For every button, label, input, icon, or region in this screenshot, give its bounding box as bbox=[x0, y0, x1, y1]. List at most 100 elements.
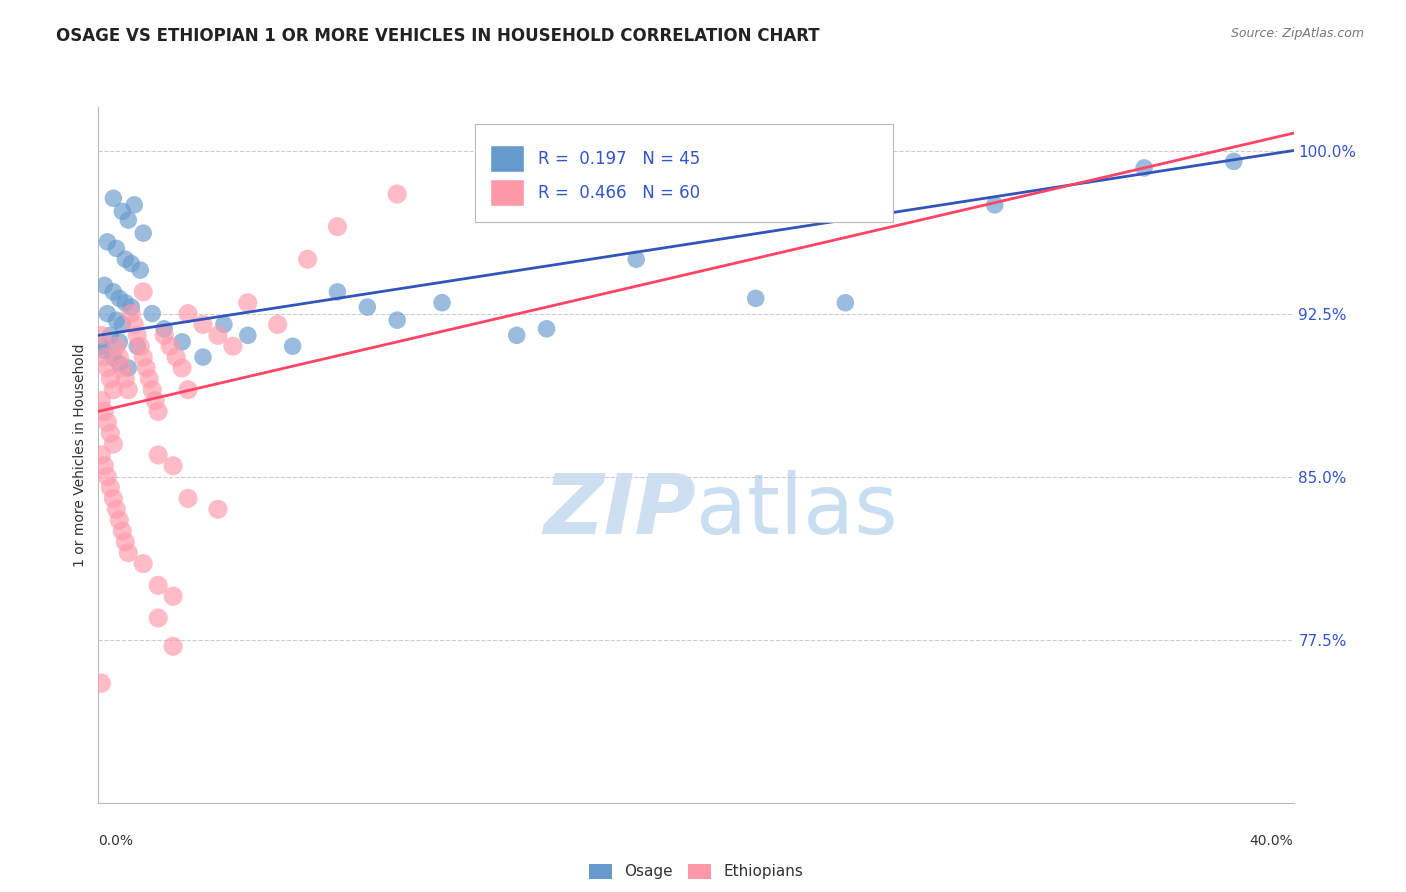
Text: ZIP: ZIP bbox=[543, 470, 696, 551]
Point bbox=[222, 339, 245, 353]
Point bbox=[148, 404, 170, 418]
Point bbox=[111, 318, 134, 332]
Point bbox=[1133, 161, 1156, 175]
Point bbox=[172, 360, 194, 375]
Point bbox=[98, 426, 122, 441]
Point bbox=[103, 491, 125, 506]
Point bbox=[105, 339, 128, 353]
FancyBboxPatch shape bbox=[475, 124, 893, 222]
Point bbox=[98, 328, 122, 343]
Point bbox=[153, 322, 176, 336]
Point bbox=[135, 360, 157, 375]
Point bbox=[90, 448, 112, 462]
Point bbox=[111, 360, 134, 375]
Point bbox=[103, 191, 125, 205]
Point bbox=[148, 448, 170, 462]
Point bbox=[129, 263, 152, 277]
Point bbox=[153, 328, 176, 343]
Point bbox=[834, 295, 856, 310]
Point bbox=[141, 383, 163, 397]
Text: Source: ZipAtlas.com: Source: ZipAtlas.com bbox=[1230, 27, 1364, 40]
Point bbox=[103, 350, 125, 364]
Point bbox=[90, 393, 112, 408]
Point bbox=[326, 285, 349, 299]
Point bbox=[159, 339, 181, 353]
Point bbox=[356, 300, 378, 314]
Point bbox=[745, 291, 768, 305]
Point bbox=[207, 328, 229, 343]
Point bbox=[93, 278, 115, 293]
Point bbox=[129, 339, 152, 353]
Point bbox=[207, 502, 229, 516]
Point bbox=[143, 393, 166, 408]
Point bbox=[191, 350, 214, 364]
Point bbox=[105, 241, 128, 255]
Point bbox=[212, 318, 235, 332]
Point bbox=[162, 458, 184, 473]
Text: 0.0%: 0.0% bbox=[98, 834, 134, 848]
Point bbox=[114, 252, 136, 267]
Point bbox=[177, 383, 200, 397]
Point bbox=[108, 334, 131, 349]
Point bbox=[96, 415, 118, 429]
Point bbox=[111, 204, 134, 219]
Point bbox=[96, 469, 118, 483]
Point bbox=[98, 481, 122, 495]
Point bbox=[90, 676, 112, 690]
Point bbox=[191, 318, 214, 332]
Point bbox=[124, 198, 146, 212]
Point bbox=[93, 350, 115, 364]
Point bbox=[114, 534, 136, 549]
Point bbox=[177, 491, 200, 506]
Point bbox=[148, 578, 170, 592]
Point bbox=[326, 219, 349, 234]
Point bbox=[236, 328, 259, 343]
Text: R =  0.197   N = 45: R = 0.197 N = 45 bbox=[538, 150, 700, 168]
Point bbox=[111, 524, 134, 538]
Point bbox=[114, 295, 136, 310]
Point bbox=[108, 350, 131, 364]
Point bbox=[93, 458, 115, 473]
Point bbox=[93, 404, 115, 418]
Point bbox=[117, 383, 139, 397]
Point bbox=[297, 252, 319, 267]
Point bbox=[983, 198, 1005, 212]
Point bbox=[127, 339, 149, 353]
Text: 40.0%: 40.0% bbox=[1250, 834, 1294, 848]
Point bbox=[138, 372, 160, 386]
Point bbox=[96, 360, 118, 375]
Text: OSAGE VS ETHIOPIAN 1 OR MORE VEHICLES IN HOUSEHOLD CORRELATION CHART: OSAGE VS ETHIOPIAN 1 OR MORE VEHICLES IN… bbox=[56, 27, 820, 45]
Point bbox=[162, 639, 184, 653]
Point bbox=[536, 322, 558, 336]
Point bbox=[172, 334, 194, 349]
Text: R =  0.466   N = 60: R = 0.466 N = 60 bbox=[538, 184, 700, 202]
Point bbox=[108, 357, 131, 371]
Point bbox=[430, 295, 453, 310]
Point bbox=[103, 437, 125, 451]
FancyBboxPatch shape bbox=[491, 145, 524, 172]
Point bbox=[165, 350, 187, 364]
Point bbox=[120, 300, 142, 314]
Point bbox=[120, 257, 142, 271]
Point bbox=[385, 313, 409, 327]
Point bbox=[506, 328, 529, 343]
Point bbox=[96, 307, 118, 321]
Point bbox=[132, 557, 155, 571]
FancyBboxPatch shape bbox=[491, 179, 524, 206]
Point bbox=[90, 339, 112, 353]
Point bbox=[103, 383, 125, 397]
Point bbox=[108, 291, 131, 305]
Point bbox=[124, 318, 146, 332]
Point bbox=[103, 285, 125, 299]
Point bbox=[132, 226, 155, 240]
Point bbox=[120, 307, 142, 321]
Point bbox=[385, 187, 409, 202]
Point bbox=[624, 252, 647, 267]
Legend: Osage, Ethiopians: Osage, Ethiopians bbox=[583, 857, 808, 886]
Point bbox=[141, 307, 163, 321]
Point bbox=[117, 546, 139, 560]
Point bbox=[132, 285, 155, 299]
Point bbox=[267, 318, 290, 332]
Point bbox=[108, 513, 131, 527]
Point bbox=[162, 589, 184, 603]
